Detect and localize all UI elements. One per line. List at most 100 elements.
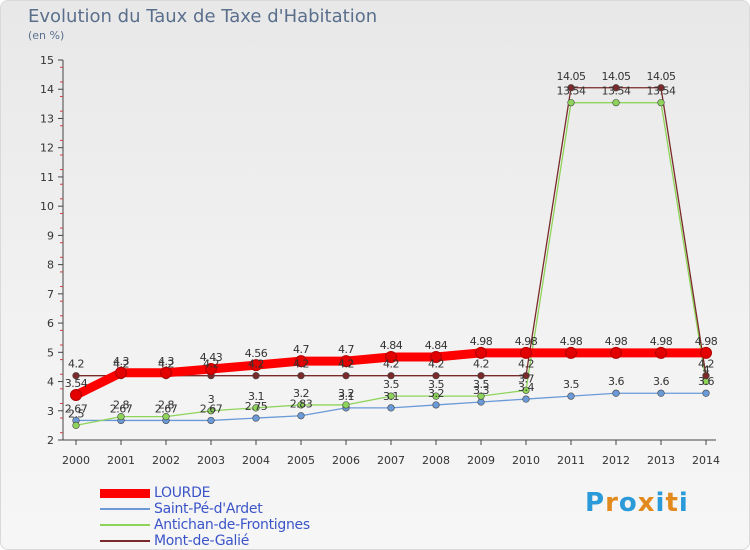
data-point [657, 99, 665, 107]
data-point [522, 395, 530, 403]
data-label: 13.54 [557, 85, 586, 98]
data-label: 2.5 [68, 407, 84, 420]
data-point [430, 350, 442, 363]
y-tick-label: 4 [47, 376, 54, 389]
data-point [612, 389, 620, 397]
data-label: 4.98 [650, 335, 673, 348]
data-label: 13.54 [647, 85, 676, 98]
data-label: 4.56 [245, 347, 268, 360]
data-label: 4 [703, 364, 710, 377]
data-label: 3.54 [65, 377, 88, 390]
logo-letter: t [665, 488, 679, 518]
data-point [252, 414, 260, 422]
x-tick-label: 2007 [377, 454, 405, 467]
data-point [72, 372, 80, 380]
x-tick-label: 2005 [287, 454, 315, 467]
data-point [117, 413, 125, 421]
y-tick-label: 12 [40, 142, 54, 155]
data-label: 3.1 [248, 390, 264, 403]
data-label: 4.98 [605, 335, 628, 348]
x-tick-label: 2011 [557, 454, 585, 467]
legend-item: Mont-de-Galié [100, 533, 310, 549]
data-label: 4.2 [473, 358, 489, 371]
x-tick-label: 2009 [467, 454, 495, 467]
data-point [297, 401, 305, 409]
data-point [297, 372, 305, 380]
data-point [250, 359, 262, 372]
data-point [295, 355, 307, 368]
legend-item: LOURDE [100, 485, 310, 501]
data-point [72, 421, 80, 429]
data-label: 2.75 [245, 400, 268, 413]
data-label: 3.2 [338, 387, 354, 400]
data-label: 14.05 [647, 70, 676, 83]
legend-swatch [100, 540, 150, 542]
logo-letter: r [605, 488, 619, 518]
data-point [655, 346, 667, 359]
x-tick-label: 2010 [512, 454, 540, 467]
data-point [567, 392, 575, 400]
data-label: 3.5 [563, 378, 579, 391]
data-point [612, 84, 620, 92]
logo-letter: x [637, 488, 656, 518]
data-label: 13.54 [602, 85, 631, 98]
data-point [567, 99, 575, 107]
data-label: 2.67 [65, 402, 88, 415]
data-label: 3.1 [383, 390, 399, 403]
data-point [342, 372, 350, 380]
data-point [565, 346, 577, 359]
legend-label: Mont-de-Galié [154, 533, 250, 549]
data-label: 3.7 [518, 372, 534, 385]
data-label: 4.2 [203, 358, 219, 371]
data-label: 4.7 [293, 343, 309, 356]
data-label: 4.2 [158, 358, 174, 371]
y-tick-label: 10 [40, 200, 54, 213]
x-tick-label: 2003 [197, 454, 225, 467]
legend-label: Saint-Pé-d'Ardet [154, 501, 263, 517]
data-label: 4.7 [338, 343, 354, 356]
data-label: 3.2 [428, 387, 444, 400]
data-label: 4.2 [113, 358, 129, 371]
data-label: 4.98 [470, 335, 493, 348]
y-tick-label: 15 [40, 54, 54, 67]
data-label: 3.4 [518, 381, 534, 394]
data-label: 3.1 [338, 390, 354, 403]
y-tick-label: 3 [47, 405, 54, 418]
data-label: 2.67 [200, 402, 223, 415]
data-label: 4.98 [515, 335, 538, 348]
data-label: 4.3 [158, 355, 174, 368]
data-label: 4.2 [698, 358, 714, 371]
data-point [297, 412, 305, 420]
data-label: 4.2 [338, 358, 354, 371]
y-tick-label: 7 [47, 288, 54, 301]
logo-letter: o [618, 488, 638, 518]
data-label: 4.2 [518, 358, 534, 371]
data-point [387, 392, 395, 400]
x-tick-label: 2001 [107, 454, 135, 467]
data-label: 3.5 [473, 378, 489, 391]
data-label: 4.2 [248, 358, 264, 371]
data-point [610, 346, 622, 359]
x-tick-label: 2008 [422, 454, 450, 467]
x-tick-label: 2004 [242, 454, 270, 467]
logo-letter: i [678, 488, 689, 518]
data-point [342, 401, 350, 409]
data-label: 4.84 [425, 339, 448, 352]
data-label: 4.43 [200, 351, 223, 364]
legend-label: Antichan-de-Frontignes [154, 517, 310, 533]
x-tick-label: 2006 [332, 454, 360, 467]
data-label: 14.05 [602, 70, 631, 83]
data-label: 3.5 [383, 378, 399, 391]
data-label: 3.6 [698, 375, 714, 388]
data-label: 4.3 [113, 355, 129, 368]
data-point [700, 346, 712, 359]
data-label: 4.2 [68, 358, 84, 371]
data-label: 2.67 [155, 402, 178, 415]
data-label: 2.8 [158, 399, 174, 412]
data-label: 2.67 [110, 402, 133, 415]
data-point [160, 366, 172, 379]
legend-swatch [100, 524, 150, 526]
data-point [432, 372, 440, 380]
